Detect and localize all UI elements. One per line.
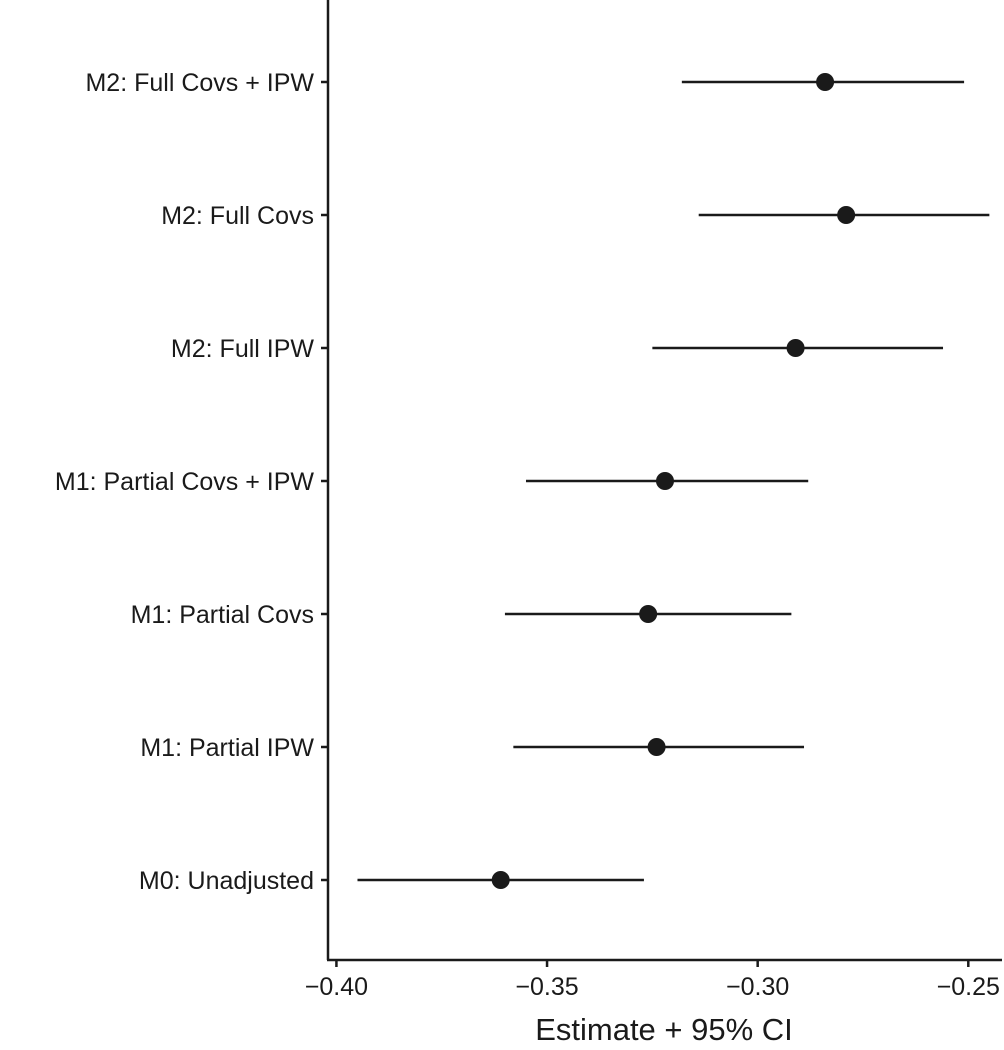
- forest-row: M1: Partial Covs: [131, 601, 792, 629]
- forest-row: M0: Unadjusted: [139, 867, 644, 895]
- y-axis-label: M0: Unadjusted: [139, 867, 314, 895]
- estimate-point: [656, 472, 674, 490]
- estimate-point: [647, 738, 666, 756]
- forest-rows: M2: Full Covs + IPW M2: Full Covs M2: Full…: [55, 69, 990, 895]
- estimate-point: [639, 605, 658, 623]
- estimate-point: [816, 73, 835, 91]
- y-axis-label: M2: Full Covs + IPW: [85, 69, 314, 97]
- x-axis-tick-label: −0.25: [937, 973, 1000, 1001]
- forest-row: M1: Partial IPW: [140, 734, 805, 762]
- x-axis-ticks: −0.40 −0.35 −0.30 −0.25: [305, 960, 1000, 1001]
- forest-row: M2: Full Covs + IPW: [85, 69, 965, 97]
- y-axis-label: M1: Partial Covs: [131, 601, 314, 629]
- x-axis-tick-label: −0.30: [726, 973, 789, 1001]
- estimate-point: [786, 339, 805, 357]
- estimate-point: [837, 206, 856, 224]
- y-axis-label: M2: Full IPW: [171, 335, 314, 363]
- x-axis-tick-label: −0.40: [305, 973, 368, 1001]
- x-axis-title: Estimate + 95% CI: [535, 1012, 793, 1047]
- forest-row: M2: Full IPW: [171, 335, 944, 363]
- x-axis-tick-label: −0.35: [515, 973, 578, 1001]
- estimate-point: [491, 871, 510, 889]
- forest-row: M1: Partial Covs + IPW: [55, 468, 809, 496]
- y-axis-label: M1: Partial Covs + IPW: [55, 468, 314, 496]
- y-axis-label: M1: Partial IPW: [140, 734, 314, 762]
- forest-row: M2: Full Covs: [161, 202, 990, 230]
- y-axis-label: M2: Full Covs: [161, 202, 314, 230]
